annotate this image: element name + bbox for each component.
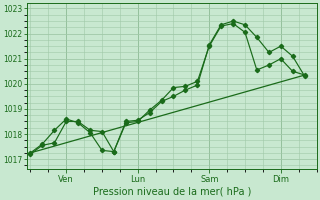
X-axis label: Pression niveau de la mer( hPa ): Pression niveau de la mer( hPa ) [92,187,251,197]
